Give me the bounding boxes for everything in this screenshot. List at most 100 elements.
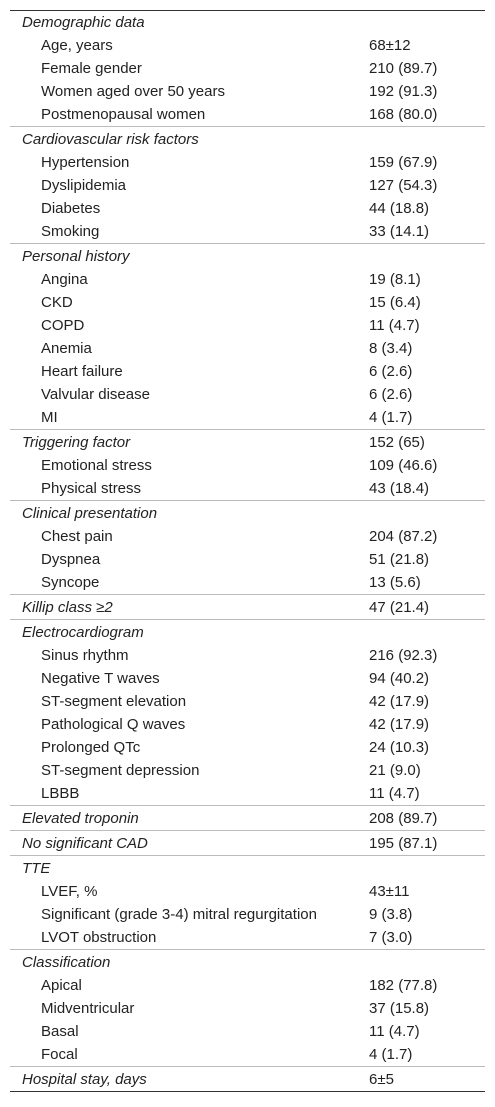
row-label: Syncope	[41, 574, 100, 591]
row-label: Midventricular	[41, 1000, 135, 1017]
row: Midventricular 37 (15.8)	[10, 997, 485, 1020]
row-value: 68±12	[369, 37, 411, 54]
row-value: 4 (1.7)	[369, 1046, 413, 1063]
row-value: 15 (6.4)	[369, 294, 421, 311]
row-value: 13 (5.6)	[369, 574, 421, 591]
row: Women aged over 50 years 192 (91.3)	[10, 80, 485, 103]
row-label: Emotional stress	[41, 457, 152, 474]
row: Smoking 33 (14.1)	[10, 220, 485, 244]
section: No significant CAD 195 (87.1)	[10, 830, 485, 856]
row-label: Heart failure	[41, 363, 123, 380]
section: Electrocardiogram Sinus rhythm 216 (92.3) N…	[10, 619, 485, 806]
row-value: 4 (1.7)	[369, 409, 413, 426]
section-value: 195 (87.1)	[369, 830, 485, 856]
row-label: Female gender	[41, 60, 142, 77]
row: ST-segment depression 21 (9.0)	[10, 759, 485, 782]
empty-cell	[369, 619, 485, 644]
row-value: 43 (18.4)	[369, 480, 430, 497]
section-title: Hospital stay, days	[10, 1066, 369, 1092]
row: Age, years 68±12	[10, 34, 485, 57]
section-header-row: Killip class ≥2 47 (21.4)	[10, 594, 485, 620]
row: Significant (grade 3-4) mitral regurgita…	[10, 903, 485, 926]
row: Negative T waves 94 (40.2)	[10, 667, 485, 690]
row: Physical stress 43 (18.4)	[10, 477, 485, 501]
section-header-row: Demographic data	[10, 11, 485, 35]
row: Postmenopausal women 168 (80.0)	[10, 103, 485, 127]
row-value: 11 (4.7)	[369, 1023, 420, 1040]
empty-cell	[369, 126, 485, 151]
empty-cell	[369, 949, 485, 974]
row-label: LBBB	[41, 785, 80, 802]
row-value: 37 (15.8)	[369, 1000, 430, 1017]
empty-cell	[369, 243, 485, 268]
row-value: 204 (87.2)	[369, 528, 438, 545]
row-value: 21 (9.0)	[369, 762, 421, 779]
section-header-row: Electrocardiogram	[10, 619, 485, 644]
row-value: 109 (46.6)	[369, 457, 438, 474]
row: Basal 11 (4.7)	[10, 1020, 485, 1043]
section-title: Killip class ≥2	[10, 594, 369, 620]
row-label: Significant (grade 3-4) mitral regurgita…	[41, 906, 317, 923]
row-label: Angina	[41, 271, 88, 288]
row: Diabetes 44 (18.8)	[10, 197, 485, 220]
row-value: 51 (21.8)	[369, 551, 430, 568]
row-value: 44 (18.8)	[369, 200, 430, 217]
section: Demographic data Age, years 68±12 Female ge…	[10, 11, 485, 127]
row-label: Basal	[41, 1023, 79, 1040]
row-label: LVEF, %	[41, 883, 98, 900]
row-label: Anemia	[41, 340, 92, 357]
row: COPD 11 (4.7)	[10, 314, 485, 337]
section-header-row: Hospital stay, days 6±5	[10, 1066, 485, 1092]
row-label: Sinus rhythm	[41, 647, 129, 664]
row: Pathological Q waves 42 (17.9)	[10, 713, 485, 736]
section-header-row: TTE	[10, 855, 485, 880]
row-label: Dyslipidemia	[41, 177, 127, 194]
row-label: Physical stress	[41, 480, 142, 497]
row-value: 11 (4.7)	[369, 785, 420, 802]
row-label: Focal	[41, 1046, 78, 1063]
row-label: Prolonged QTc	[41, 739, 141, 756]
row-value: 19 (8.1)	[369, 271, 421, 288]
section: Classification Apical 182 (77.8) Midventric…	[10, 949, 485, 1067]
row: Heart failure 6 (2.6)	[10, 360, 485, 383]
row: Hypertension 159 (67.9)	[10, 151, 485, 174]
row-value: 127 (54.3)	[369, 177, 438, 194]
section-title: Clinical presentation	[10, 500, 369, 525]
row-value: 168 (80.0)	[369, 106, 438, 123]
row-label: Age, years	[41, 37, 113, 54]
row: Syncope 13 (5.6)	[10, 571, 485, 595]
row-value: 182 (77.8)	[369, 977, 438, 994]
row-value: 6 (2.6)	[369, 363, 413, 380]
row-label: Smoking	[41, 223, 100, 240]
row: Sinus rhythm 216 (92.3)	[10, 644, 485, 667]
row: Focal 4 (1.7)	[10, 1043, 485, 1067]
section-title: Elevated troponin	[10, 805, 369, 831]
section-title: No significant CAD	[10, 830, 369, 856]
row-value: 94 (40.2)	[369, 670, 430, 687]
row-label: Diabetes	[41, 200, 101, 217]
row: MI 4 (1.7)	[10, 406, 485, 430]
row-label: MI	[41, 409, 58, 426]
section-value: 152 (65)	[369, 429, 485, 454]
section-header-row: No significant CAD 195 (87.1)	[10, 830, 485, 856]
row-label: Valvular disease	[41, 386, 150, 403]
table: Demographic data Age, years 68±12 Female ge…	[10, 10, 485, 1092]
row: Dyspnea 51 (21.8)	[10, 548, 485, 571]
section-header-row: Personal history	[10, 243, 485, 268]
row: LBBB 11 (4.7)	[10, 782, 485, 806]
row: Dyslipidemia 127 (54.3)	[10, 174, 485, 197]
row-value: 159 (67.9)	[369, 154, 438, 171]
row-label: Postmenopausal women	[41, 106, 206, 123]
section: Personal history Angina 19 (8.1) CKD 15 (6.4…	[10, 243, 485, 430]
section: Triggering factor 152 (65) Emotional stres…	[10, 429, 485, 501]
section-header-row: Elevated troponin 208 (89.7)	[10, 805, 485, 831]
row-value: 7 (3.0)	[369, 929, 413, 946]
section-value: 47 (21.4)	[369, 594, 485, 620]
row-label: Women aged over 50 years	[41, 83, 225, 100]
row: Angina 19 (8.1)	[10, 268, 485, 291]
section-title: Personal history	[10, 243, 369, 268]
row-label: COPD	[41, 317, 85, 334]
row-value: 216 (92.3)	[369, 647, 438, 664]
row-label: Hypertension	[41, 154, 130, 171]
row-value: 33 (14.1)	[369, 223, 430, 240]
